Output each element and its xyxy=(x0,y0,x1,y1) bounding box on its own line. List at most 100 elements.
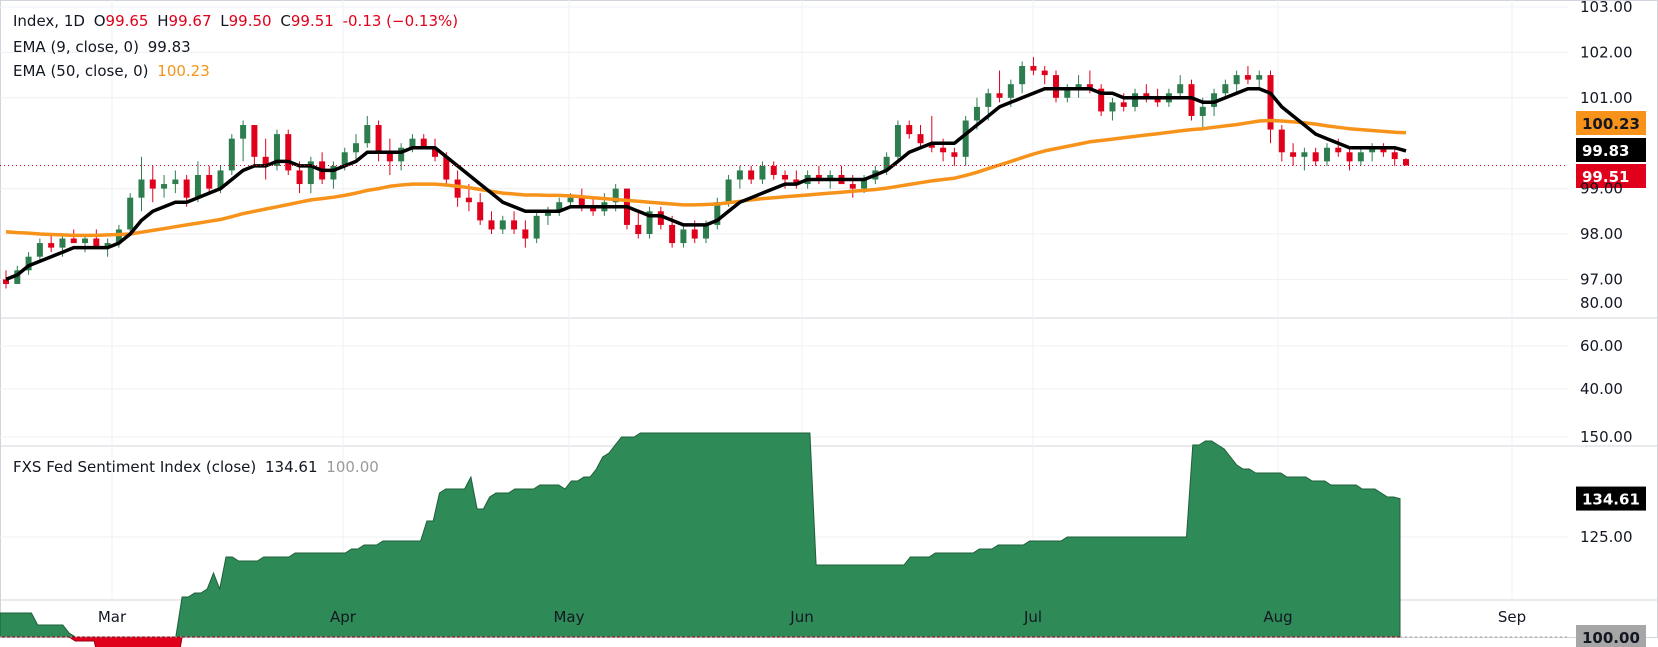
candle-body xyxy=(3,279,9,284)
candle-body xyxy=(330,165,337,180)
candle-body xyxy=(759,165,766,180)
candle-body xyxy=(1357,152,1364,162)
candle-body xyxy=(25,256,32,271)
candle-body xyxy=(578,197,585,207)
candle-body xyxy=(1007,84,1014,98)
candle-body xyxy=(1086,84,1093,89)
candle-body xyxy=(172,179,179,185)
candle-body xyxy=(928,143,935,148)
ema9-legend: EMA (9, close, 0) 99.83 xyxy=(13,38,195,56)
candle-body xyxy=(48,243,55,248)
candle-body xyxy=(1267,75,1274,130)
candle-body xyxy=(1335,147,1342,153)
candle-body xyxy=(488,220,495,230)
sentiment-area-negative xyxy=(0,636,1400,647)
sentiment-value-tag-label: 134.61 xyxy=(1582,491,1640,509)
candle-body xyxy=(228,138,235,171)
sentiment-value: 134.61 xyxy=(265,458,318,476)
candle-body xyxy=(793,179,800,185)
ema9-line xyxy=(5,86,1407,282)
candle-body xyxy=(883,156,890,171)
y-axis-tick-label: 97.00 xyxy=(1580,270,1623,288)
close-value: 99.51 xyxy=(290,12,334,30)
price-tag xyxy=(1576,111,1646,135)
candle-body xyxy=(612,188,619,203)
candle-body xyxy=(973,106,980,121)
candle-body xyxy=(962,120,969,157)
candle-body xyxy=(1132,93,1139,107)
candle-body xyxy=(1222,84,1229,94)
candle-body xyxy=(590,206,597,212)
candle-body xyxy=(285,134,292,171)
candle-body xyxy=(353,143,359,153)
close-label: C xyxy=(280,12,291,30)
y-axis-tick-label: 98.00 xyxy=(1580,225,1623,243)
y-axis-tick-label: 150.00 xyxy=(1580,428,1633,446)
candle-body xyxy=(194,174,201,198)
candle-body xyxy=(894,125,901,157)
candle-body xyxy=(93,238,100,248)
candle-body xyxy=(499,220,506,230)
candle-body xyxy=(1109,102,1116,112)
candle-body xyxy=(567,197,574,203)
candle-body xyxy=(1244,75,1251,80)
y-axis-tick-label: 125.00 xyxy=(1580,528,1633,546)
sentiment-area-positive xyxy=(0,432,1401,638)
candle-body xyxy=(296,170,303,185)
candle-body xyxy=(1053,75,1059,98)
candle-body xyxy=(827,174,834,180)
x-axis-tick-label: May xyxy=(553,608,584,626)
candle-body xyxy=(386,152,393,162)
candle-body xyxy=(646,211,653,234)
sentiment-base-tag-label: 100.00 xyxy=(1582,629,1640,647)
candle-body xyxy=(861,179,868,189)
candle-body xyxy=(511,220,518,230)
candle-body xyxy=(703,224,709,239)
y-axis-tick-label: 99.00 xyxy=(1580,180,1623,198)
open-label: O xyxy=(93,12,106,30)
x-axis-tick-label: Jun xyxy=(789,608,813,626)
candle-body xyxy=(951,152,958,157)
y-axis-tick-label: 80.00 xyxy=(1580,294,1623,312)
candle-body xyxy=(906,125,913,135)
candle-body xyxy=(454,179,461,198)
candle-body xyxy=(940,147,947,153)
price-tag xyxy=(1576,138,1646,162)
candle-body xyxy=(1041,70,1048,76)
candle-body xyxy=(1391,152,1398,160)
candle-body xyxy=(1346,152,1353,162)
candle-body xyxy=(59,238,66,248)
candle-body xyxy=(1369,147,1376,153)
x-axis-tick-label: Jul xyxy=(1023,608,1042,626)
candle-body xyxy=(364,125,371,144)
sentiment-label: FXS Fed Sentiment Index (close) xyxy=(13,458,257,476)
candle-body xyxy=(1075,84,1082,89)
candle-body xyxy=(149,179,156,189)
candle-body xyxy=(1019,66,1026,85)
candle-body xyxy=(443,156,450,180)
high-label: H xyxy=(157,12,169,30)
candle-body xyxy=(217,170,224,189)
candle-body xyxy=(420,138,427,148)
ema9-value: 99.83 xyxy=(147,38,191,56)
candle-body xyxy=(341,152,348,166)
candle-body xyxy=(1233,75,1240,85)
candle-body xyxy=(1064,88,1071,98)
candle-body xyxy=(849,184,856,189)
x-axis-tick-label: Apr xyxy=(330,608,357,626)
candle-body xyxy=(262,156,269,166)
candle-body xyxy=(240,125,247,139)
high-value: 99.67 xyxy=(168,12,212,30)
ema50-label: EMA (50, close, 0) xyxy=(13,62,149,80)
candle-body xyxy=(1301,152,1308,157)
candle-body xyxy=(782,174,789,180)
ema9-label: EMA (9, close, 0) xyxy=(13,38,139,56)
candle-body xyxy=(725,179,732,203)
candle-body xyxy=(1403,159,1409,166)
candle-body xyxy=(1380,147,1387,153)
candle-body xyxy=(1098,88,1105,112)
candle-body xyxy=(680,229,687,244)
candle-body xyxy=(432,147,439,157)
